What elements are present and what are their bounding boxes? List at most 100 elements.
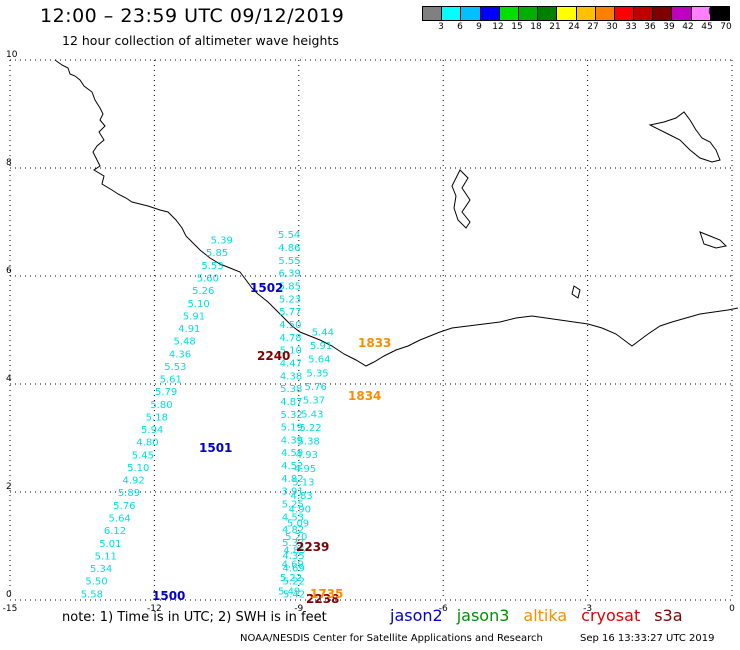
coastline xyxy=(54,59,739,367)
wave-height-value: 4.82 xyxy=(282,525,304,536)
wave-height-value: 4.39 xyxy=(281,435,303,446)
scale-swatch xyxy=(480,7,500,20)
scale-tick: 27 xyxy=(587,22,599,32)
wave-height-value: 5.79 xyxy=(155,387,177,398)
pass-time-label: 1502 xyxy=(250,281,283,295)
wave-height-value: 5.76 xyxy=(305,382,327,393)
scale-tick: 33 xyxy=(625,22,637,32)
y-tick-label: 10 xyxy=(6,50,18,60)
wave-height-value: 5.53 xyxy=(164,362,186,373)
wave-height-value: 5.58 xyxy=(81,589,103,600)
x-tick-label: -12 xyxy=(147,604,162,614)
wave-height-value: 4.78 xyxy=(279,333,301,344)
wave-height-value: 5.18 xyxy=(146,412,168,423)
wave-height-value: 4.87 xyxy=(280,397,302,408)
wave-height-value: 5.60 xyxy=(197,273,219,284)
units-note: note: 1) Time is in UTC; 2) SWH is in fe… xyxy=(62,610,327,625)
scale-tick: 36 xyxy=(644,22,656,32)
scale-tick: 6 xyxy=(457,22,463,32)
wave-height-value: 5.89 xyxy=(118,488,140,499)
wave-height-value: 5.38 xyxy=(298,437,320,448)
wave-height-value: 4.47 xyxy=(280,358,302,369)
wave-height-value: 6.12 xyxy=(104,526,126,537)
scale-swatch xyxy=(442,7,462,20)
scale-tick: 42 xyxy=(682,22,694,32)
scale-tick: 18 xyxy=(530,22,542,32)
wave-height-value: 4.69 xyxy=(282,559,304,570)
wave-height-value: 5.22 xyxy=(299,423,321,434)
wave-height-value: 5.35 xyxy=(306,368,328,379)
island-outline-small xyxy=(571,285,581,299)
wave-height-value: 4.36 xyxy=(169,349,191,360)
wave-height-value: 5.22 xyxy=(283,576,305,587)
scale-tick: 15 xyxy=(511,22,523,32)
scale-swatch xyxy=(576,7,596,20)
y-tick-label: 6 xyxy=(6,266,12,276)
pass-time-labels: 1502 1501 1500 2240 2239 2238 1833 1834 1735 xyxy=(152,281,391,606)
scale-tick: 12 xyxy=(492,22,504,32)
wave-height-tracks: 5.544.865.556.395.855.235.774.504.785.10… xyxy=(81,230,334,600)
wave-height-value: 4.90 xyxy=(289,505,311,516)
scale-swatch xyxy=(557,7,577,20)
scale-tick: 30 xyxy=(606,22,618,32)
x-tick-label: -9 xyxy=(294,604,303,614)
wave-height-value: 5.19 xyxy=(281,423,303,434)
satellite-cryosat: cryosat xyxy=(581,606,641,625)
wave-height-value: 4.83 xyxy=(290,491,312,502)
wave-height-value: 4.95 xyxy=(294,464,316,475)
wave-height-value: 4.38 xyxy=(280,371,302,382)
scale-swatch xyxy=(499,7,519,20)
scale-swatch xyxy=(672,7,692,20)
wave-height-value: 5.11 xyxy=(95,551,117,562)
lake-outline-1 xyxy=(451,169,471,229)
wave-height-value: 5.42 xyxy=(283,589,305,600)
wave-height-value: 5.85 xyxy=(279,282,301,293)
wave-height-value: 5.01 xyxy=(99,539,121,550)
scale-swatch xyxy=(653,7,673,20)
scale-tick: 39 xyxy=(663,22,675,32)
satellite-altika: altika xyxy=(523,606,568,625)
map-subtitle: 12 hour collection of altimeter wave hei… xyxy=(62,33,339,48)
wave-height-value: 5.80 xyxy=(150,400,172,411)
wave-height-value: 4.91 xyxy=(178,324,200,335)
wave-height-value: 4.82 xyxy=(281,474,303,485)
wave-height-value: 4.59 xyxy=(281,448,303,459)
wave-height-value: 4.69 xyxy=(283,564,305,575)
wave-height-value: 5.23 xyxy=(279,294,301,305)
wave-height-value: 5.09 xyxy=(287,518,309,529)
wave-height-value: 5.55 xyxy=(278,256,300,267)
scale-swatch xyxy=(595,7,615,20)
scale-tick: 9 xyxy=(476,22,482,32)
map-axes: -15 -12 -9 -6 -3 0 0 2 4 6 8 10 xyxy=(3,50,735,614)
scale-tick: 3 xyxy=(438,22,444,32)
scale-swatch xyxy=(461,7,481,20)
wave-height-value: 5.20 xyxy=(285,532,307,543)
wave-height-value: 5.10 xyxy=(280,346,302,357)
wave-height-value: 5.22 xyxy=(280,573,302,584)
wave-height-value: 4.52 xyxy=(281,461,303,472)
color-scale-ticks: 3 6 9 12 15 18 21 24 27 30 33 36 39 42 45 70 xyxy=(422,21,732,33)
wave-height-value: 4.35 xyxy=(282,551,304,562)
scale-swatch xyxy=(614,7,635,20)
map-title: 12:00 – 23:59 UTC 09/12/2019 xyxy=(40,5,345,27)
wave-height-value: 4.85 xyxy=(283,546,305,557)
pass-time-label: 1833 xyxy=(358,336,391,350)
wave-height-value: 6.39 xyxy=(279,269,301,280)
wave-height-value: 5.94 xyxy=(141,425,163,436)
scale-tick: 21 xyxy=(549,22,561,32)
scale-swatch xyxy=(518,7,539,20)
pass-time-label: 1735 xyxy=(310,587,343,601)
wave-height-value: 4.93 xyxy=(296,450,318,461)
wave-height-value: 5.48 xyxy=(174,337,196,348)
wave-height-value: 3.91 xyxy=(281,487,303,498)
footer: NOAA/NESDIS Center for Satellite Applica… xyxy=(240,633,714,644)
satellite-jason2: jason2 xyxy=(390,606,443,625)
island-outline xyxy=(699,231,728,249)
wave-height-value: 5.61 xyxy=(160,375,182,386)
wave-height-value: 5.50 xyxy=(85,577,107,588)
wave-height-value: 5.13 xyxy=(292,477,314,488)
satellite-jason3: jason3 xyxy=(456,606,510,625)
wave-height-value: 5.38 xyxy=(280,384,302,395)
scale-swatch xyxy=(710,7,729,20)
wave-height-value: 5.10 xyxy=(127,463,149,474)
